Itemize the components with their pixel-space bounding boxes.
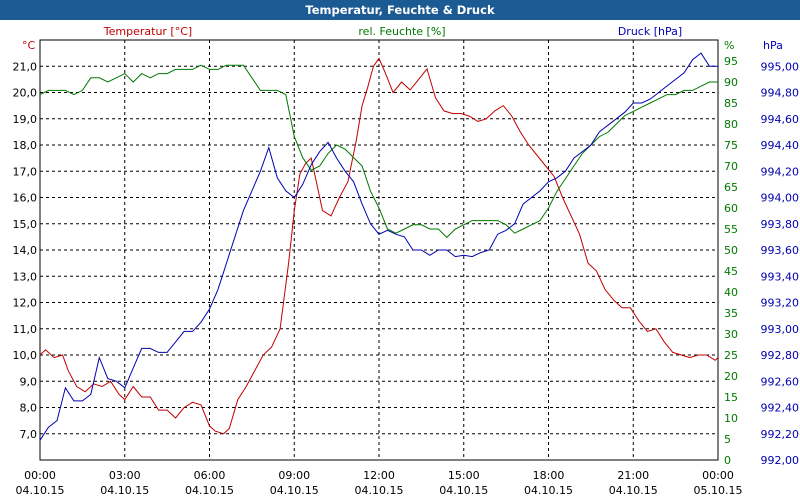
temperature-tick-label: 18,0	[13, 139, 38, 152]
x-tick-time: 06:00	[194, 469, 226, 482]
x-tick-date: 04.10.15	[609, 484, 658, 497]
temperature-tick-label: 11,0	[13, 323, 38, 336]
humidity-tick-label: 70	[724, 160, 738, 173]
window-title: Temperatur, Feuchte & Druck	[0, 0, 800, 20]
pressure-tick-label: 994,00	[761, 192, 800, 205]
x-tick-date: 05.10.15	[694, 484, 743, 497]
humidity-tick-label: 90	[724, 76, 738, 89]
humidity-tick-label: 0	[724, 454, 731, 467]
temperature-tick-label: 17,0	[13, 165, 38, 178]
x-tick-date: 04.10.15	[100, 484, 149, 497]
x-tick-date: 04.10.15	[270, 484, 319, 497]
humidity-unit-label: %	[724, 39, 734, 52]
series-line-temperature	[39, 57, 719, 435]
pressure-tick-label: 994,20	[761, 165, 800, 178]
legend-pressure: Druck [hPa]	[618, 25, 682, 38]
temperature-tick-label: 12,0	[13, 297, 38, 310]
humidity-tick-label: 45	[724, 265, 738, 278]
x-tick-time: 00:00	[702, 469, 734, 482]
humidity-tick-label: 60	[724, 202, 738, 215]
pressure-tick-label: 992,60	[761, 375, 800, 388]
humidity-tick-label: 85	[724, 97, 738, 110]
pressure-tick-label: 993,20	[761, 297, 800, 310]
chart-canvas: 7,0 8,0 9,0 10,0 11,0 12,0 13,0 14,0 15,0 16,0 17,…	[13, 25, 800, 497]
humidity-tick-label: 35	[724, 307, 738, 320]
x-tick-date: 04.10.15	[439, 484, 488, 497]
humidity-tick-label: 5	[724, 433, 731, 446]
x-tick-time: 15:00	[448, 469, 480, 482]
x-tick-time: 21:00	[617, 469, 649, 482]
humidity-tick-label: 25	[724, 349, 738, 362]
temperature-tick-label: 15,0	[13, 218, 38, 231]
x-tick-time: 18:00	[533, 469, 565, 482]
pressure-tick-label: 992,40	[761, 402, 800, 415]
x-tick-time: 00:00	[24, 469, 56, 482]
pressure-tick-label: 993,60	[761, 244, 800, 257]
temperature-tick-label: 14,0	[13, 244, 38, 257]
temperature-tick-label: 9,0	[20, 375, 38, 388]
legend-temperature: Temperatur [°C]	[103, 25, 192, 38]
pressure-unit-label: hPa	[763, 39, 783, 52]
pressure-tick-label: 992,20	[761, 428, 800, 441]
humidity-tick-label: 40	[724, 286, 738, 299]
x-tick-date: 04.10.15	[185, 484, 234, 497]
temperature-tick-label: 8,0	[20, 402, 38, 415]
temperature-tick-label: 19,0	[13, 113, 38, 126]
pressure-tick-label: 992,00	[761, 454, 800, 467]
humidity-tick-label: 15	[724, 391, 738, 404]
humidity-tick-label: 65	[724, 181, 738, 194]
pressure-tick-label: 994,40	[761, 139, 800, 152]
humidity-tick-label: 30	[724, 328, 738, 341]
temperature-tick-label: 7,0	[20, 428, 38, 441]
humidity-tick-label: 10	[724, 412, 738, 425]
series-line-pressure	[39, 52, 718, 441]
humidity-tick-label: 80	[724, 118, 738, 131]
pressure-tick-label: 994,60	[761, 113, 800, 126]
pressure-tick-label: 993,80	[761, 218, 800, 231]
humidity-tick-label: 20	[724, 370, 738, 383]
temperature-tick-label: 20,0	[13, 87, 38, 100]
x-tick-date: 04.10.15	[16, 484, 65, 497]
humidity-tick-label: 95	[724, 55, 738, 68]
x-tick-time: 09:00	[278, 469, 310, 482]
pressure-tick-label: 995,00	[761, 60, 800, 73]
temperature-unit-label: °C	[22, 39, 36, 52]
legend-humidity: rel. Feuchte [%]	[358, 25, 445, 38]
x-tick-time: 12:00	[363, 469, 395, 482]
humidity-tick-label: 55	[724, 223, 738, 236]
x-tick-date: 04.10.15	[524, 484, 573, 497]
series-line-humidity	[39, 64, 718, 239]
x-tick-time: 03:00	[109, 469, 141, 482]
pressure-tick-label: 993,40	[761, 270, 800, 283]
pressure-tick-label: 992,80	[761, 349, 800, 362]
x-tick-date: 04.10.15	[355, 484, 404, 497]
temperature-tick-label: 21,0	[13, 60, 38, 73]
temperature-tick-label: 16,0	[13, 192, 38, 205]
pressure-tick-label: 993,00	[761, 323, 800, 336]
temperature-tick-label: 10,0	[13, 349, 38, 362]
humidity-tick-label: 50	[724, 244, 738, 257]
pressure-tick-label: 994,80	[761, 87, 800, 100]
humidity-tick-label: 75	[724, 139, 738, 152]
temperature-tick-label: 13,0	[13, 270, 38, 283]
